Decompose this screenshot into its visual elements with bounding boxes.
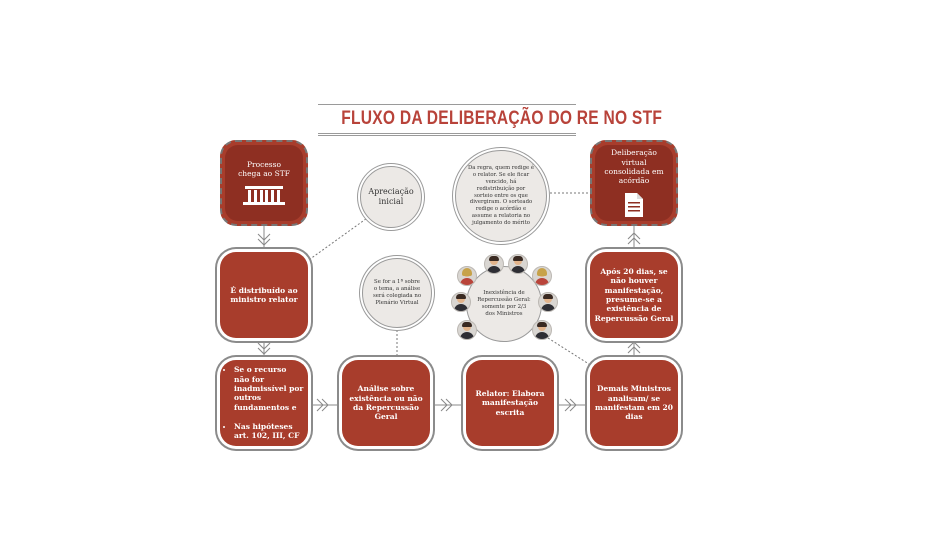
box-apos20-label: Após 20 dias, se não houver manifestação…	[594, 266, 674, 323]
arrow-right-3b	[569, 398, 577, 412]
box-apos-20-dias: Após 20 dias, se não houver manifestação…	[590, 252, 678, 338]
se-recurso-item-2: Nas hipóteses art. 102, III, CF	[234, 422, 304, 441]
box-relator-label: Relator: Elabora manifestação escrita	[475, 388, 545, 417]
title-rule-bottom	[318, 133, 576, 136]
document-icon	[625, 192, 643, 217]
box-processo-inner: Processo chega ao STF	[225, 145, 303, 221]
circle-se-for-label: Se for a 1ª sobre o tema, a análise será…	[372, 278, 422, 307]
minister-avatar-icon	[508, 254, 528, 274]
box-demais-ministros: Demais Ministros analisam/ se manifestam…	[590, 360, 678, 446]
box-deliberacao-inner: Deliberação virtual consolidada em acórd…	[595, 145, 673, 221]
minister-avatar-icon	[532, 266, 552, 286]
box-demais-label: Demais Ministros analisam/ se manifestam…	[595, 384, 673, 422]
box-distribuido-label: É distribuído ao ministro relator	[230, 285, 298, 304]
dotted-link-inexistencia	[547, 337, 593, 367]
minister-avatar-icon	[484, 254, 504, 274]
circle-da-regra: Da regra, quem redige é o relator. Se el…	[455, 150, 547, 242]
arrow-right-3	[564, 398, 572, 412]
circle-inexistencia: Inexistência de Repercussão Geral: somen…	[466, 266, 542, 342]
dotted-link-apreciacao	[305, 215, 371, 263]
box-se-recurso: Se o recurso não for inadmissível por ou…	[220, 360, 308, 446]
arrow-up-1b	[627, 341, 641, 349]
box-relator: Relator: Elabora manifestação escrita	[466, 360, 554, 446]
circle-apreciacao-label: Apreciação inicial	[368, 186, 414, 206]
arrow-down-2	[257, 342, 271, 350]
circle-da-regra-label: Da regra, quem redige é o relator. Se el…	[468, 165, 534, 227]
arrow-down-1	[257, 233, 271, 241]
box-processo-label: Processo chega ao STF	[238, 159, 290, 178]
arrow-up-2b	[627, 232, 641, 240]
arrow-right-1	[316, 398, 324, 412]
se-recurso-item-1: Se o recurso não for inadmissível por ou…	[234, 365, 304, 412]
box-deliberacao: Deliberação virtual consolidada em acórd…	[590, 140, 678, 226]
minister-avatar-icon	[457, 266, 477, 286]
box-se-recurso-list: Se o recurso não for inadmissível por ou…	[224, 365, 304, 441]
arrow-right-2b	[445, 398, 453, 412]
stf-building-icon	[243, 186, 285, 206]
circle-se-for: Se for a 1ª sobre o tema, a análise será…	[362, 258, 432, 328]
arrow-right-1b	[321, 398, 329, 412]
box-analise: Análise sobre existência ou não da Reper…	[342, 360, 430, 446]
minister-avatar-icon	[451, 292, 471, 312]
circle-apreciacao-inicial: Apreciação inicial	[360, 166, 422, 228]
box-distribuido: É distribuído ao ministro relator	[220, 252, 308, 338]
arrow-up-1	[627, 346, 641, 354]
title-rule-top	[318, 104, 576, 105]
circle-inexistencia-label: Inexistência de Repercussão Geral: somen…	[477, 289, 531, 318]
minister-avatar-icon	[457, 320, 477, 340]
arrow-down-2b	[257, 347, 271, 355]
box-deliberacao-label: Deliberação virtual consolidada em acórd…	[604, 148, 664, 186]
arrow-down-1b	[257, 238, 271, 246]
minister-avatar-icon	[532, 320, 552, 340]
box-processo-chega: Processo chega ao STF	[220, 140, 308, 226]
arrow-right-2	[440, 398, 448, 412]
minister-avatar-icon	[538, 292, 558, 312]
arrow-up-2	[627, 237, 641, 245]
box-analise-label: Análise sobre existência ou não da Reper…	[349, 384, 423, 422]
